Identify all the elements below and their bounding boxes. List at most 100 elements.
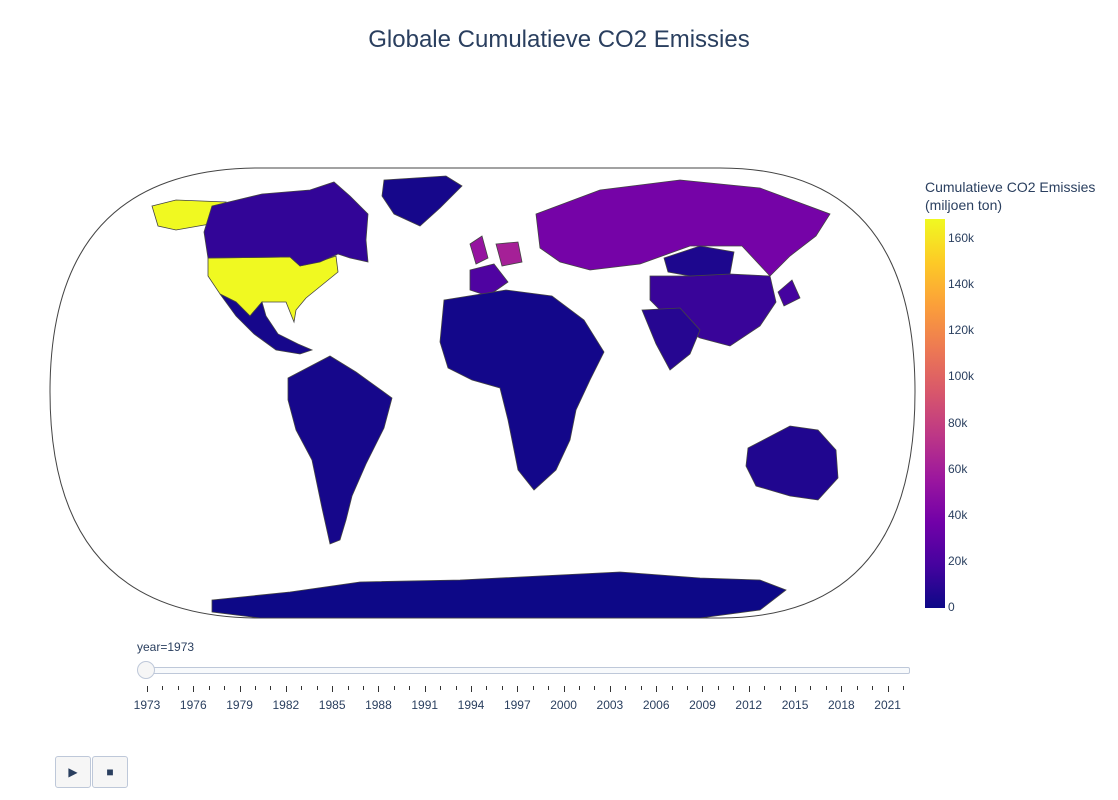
slider-minor-tick (717, 686, 719, 690)
slider-major-tick (517, 686, 519, 692)
slider-major-tick (748, 686, 750, 692)
slider-minor-tick (532, 686, 534, 690)
slider-minor-tick (872, 686, 874, 690)
slider-tick-label: 1991 (411, 698, 439, 712)
slider-tick-label: 2009 (689, 698, 716, 712)
slider-minor-tick (316, 686, 318, 690)
slider-tick-label: 2003 (596, 698, 624, 712)
slider-minor-tick (301, 686, 303, 690)
slider-minor-tick (208, 686, 210, 690)
stop-button[interactable]: ■ (92, 756, 128, 788)
slider-minor-tick (363, 686, 365, 690)
slider-tick-label: 1982 (272, 698, 300, 712)
year-slider-handle[interactable] (137, 661, 155, 679)
region-germany[interactable] (495, 241, 523, 267)
slider-minor-tick (455, 686, 457, 690)
map-title: Globale Cumulatieve CO2 Emissies (368, 26, 750, 53)
slider-tick-label: 2021 (874, 698, 901, 712)
play-icon: ▶ (68, 765, 78, 779)
slider-minor-tick (162, 686, 164, 690)
colorbar-title: Cumulatieve CO2 Emissies (miljoen ton) (925, 178, 1095, 214)
slider-major-tick (332, 686, 334, 692)
region-australia[interactable] (745, 425, 839, 501)
colorbar-tick-label: 40k (948, 507, 968, 522)
region-brazil[interactable] (287, 355, 393, 545)
slider-tick-label: 2018 (827, 698, 855, 712)
slider-major-tick (841, 686, 843, 692)
colorbar-tick-label: 140k (948, 277, 975, 292)
year-slider-rail[interactable] (147, 667, 910, 674)
region-greenland[interactable] (381, 175, 463, 227)
slider-tick-label: 1997 (503, 698, 531, 712)
slider-minor-tick (764, 686, 766, 690)
colorbar-tick-label: 100k (948, 369, 975, 384)
slider-minor-tick (640, 686, 642, 690)
slider-tick-label: 2000 (550, 698, 577, 712)
slider-major-tick (702, 686, 704, 692)
colorbar-tick-label: 160k (948, 231, 975, 245)
colorbar-title-line2: (miljoen ton) (925, 197, 1003, 213)
slider-tick-label: 1979 (226, 698, 253, 712)
slider-minor-tick (733, 686, 735, 690)
slider-minor-tick (903, 686, 905, 690)
slider-minor-tick (810, 686, 812, 690)
slider-minor-tick (177, 686, 179, 690)
colorbar-tick-label: 120k (948, 323, 975, 338)
region-india[interactable] (641, 307, 701, 371)
region-canada[interactable] (203, 181, 369, 267)
slider-major-tick (609, 686, 611, 692)
slider-major-tick (563, 686, 565, 692)
colorbar-tick-label: 20k (948, 553, 968, 568)
slider-tick-label: 1976 (179, 698, 207, 712)
slider-tick-label: 1985 (318, 698, 346, 712)
colorbar-tick-label: 80k (948, 415, 968, 430)
region-france[interactable] (469, 263, 509, 297)
slider-minor-tick (671, 686, 673, 690)
slider-tick-label: 1994 (457, 698, 485, 712)
slider-tick-label: 2006 (642, 698, 670, 712)
slider-minor-tick (347, 686, 349, 690)
slider-major-tick (378, 686, 380, 692)
slider-major-tick (285, 686, 287, 692)
world-map[interactable] (0, 0, 1118, 640)
slider-major-tick (887, 686, 889, 692)
slider-minor-tick (486, 686, 488, 690)
play-button[interactable]: ▶ (55, 756, 91, 788)
stop-icon: ■ (106, 765, 114, 779)
slider-tick-label: 2015 (781, 698, 809, 712)
region-antarctica[interactable] (211, 571, 787, 618)
slider-minor-tick (579, 686, 581, 690)
region-mexico[interactable] (219, 293, 314, 355)
slider-minor-tick (393, 686, 395, 690)
slider-minor-tick (255, 686, 256, 690)
colorbar-title-line1: Cumulatieve CO2 Emissies (925, 179, 1096, 195)
slider-minor-tick (856, 686, 858, 690)
slider-tick-label: 1988 (365, 698, 392, 712)
slider-major-tick (471, 686, 473, 692)
slider-major-tick (147, 686, 148, 692)
region-africa[interactable] (439, 289, 605, 491)
slider-current-value: year=1973 (137, 640, 195, 654)
slider-major-tick (424, 686, 426, 692)
region-united-kingdom[interactable] (469, 235, 489, 265)
colorbar (925, 219, 945, 608)
colorbar-tick-label: 0 (948, 600, 955, 614)
slider-minor-tick (687, 686, 689, 690)
slider-minor-tick (270, 686, 272, 690)
slider-major-tick (193, 686, 195, 692)
slider-major-tick (656, 686, 658, 692)
region-mongolia[interactable] (663, 245, 735, 277)
slider-minor-tick (625, 686, 627, 690)
region-japan[interactable] (777, 279, 801, 307)
slider-major-tick (795, 686, 797, 692)
slider-minor-tick (224, 686, 226, 690)
slider-minor-tick (594, 686, 596, 690)
slider-major-tick (239, 686, 241, 692)
colorbar-tick-label: 60k (948, 461, 968, 476)
slider-minor-tick (779, 686, 781, 690)
slider-minor-tick (825, 686, 827, 690)
slider-minor-tick (440, 686, 442, 690)
slider-minor-tick (409, 686, 411, 690)
slider-minor-tick (548, 686, 550, 690)
slider-minor-tick (501, 686, 503, 690)
